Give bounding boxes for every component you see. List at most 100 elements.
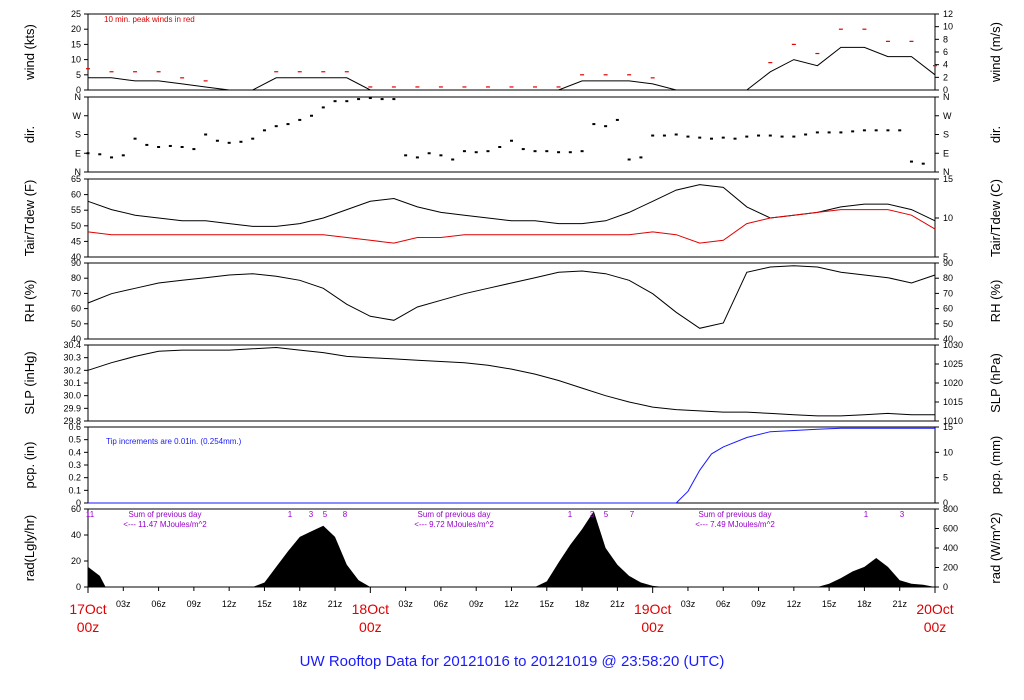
direction-point	[310, 114, 314, 117]
day-label-date: 20Oct	[916, 601, 953, 617]
y-axis-label: Tair/Tdew (F)	[22, 180, 37, 257]
x-tick-label: 09z	[751, 599, 766, 609]
x-tick-label: 09z	[469, 599, 484, 609]
y-tick-label: 30.4	[63, 340, 81, 350]
panel-rh: 40 50 60 70 80 90 40 50 60 70 80 90 RH (%) RH (%)	[22, 258, 1003, 344]
day-label-date: 18Oct	[352, 601, 389, 617]
panel-precip: 0 0.1 0.2 0.3 0.4 0.5 0.6 0 5 10 15 pcp. (in) pcp. (…	[22, 422, 1003, 508]
direction-point	[592, 123, 596, 126]
y-axis-label-right: rad (W/m^2)	[988, 512, 1003, 583]
direction-point	[815, 131, 819, 134]
direction-point	[404, 154, 408, 157]
y-tick-label: 50	[71, 319, 81, 329]
y-axis-label: pcp. (in)	[22, 442, 37, 489]
direction-point	[615, 118, 619, 121]
y-tick-label: 70	[71, 288, 81, 298]
y-tick-label: 0	[76, 85, 81, 95]
day-label-date: 19Oct	[634, 601, 671, 617]
y-axis-label: dir.	[22, 126, 37, 143]
y-right-tick-label: 200	[943, 563, 958, 573]
direction-point	[415, 156, 419, 159]
direction-point	[239, 140, 243, 143]
series-line-tair	[87, 184, 936, 227]
direction-point	[274, 125, 278, 128]
y-right-tick-label: 60	[943, 304, 953, 314]
y-right-tick-label: 15	[943, 174, 953, 184]
y-right-tick-label: 1020	[943, 378, 963, 388]
y-axis-label-right: Tair/Tdew (C)	[988, 179, 1003, 257]
y-right-tick-label: 800	[943, 504, 958, 514]
y-tick-label: 10	[71, 55, 81, 65]
x-tick-label: 21z	[328, 599, 343, 609]
direction-point	[886, 129, 890, 132]
y-right-tick-label: 1010	[943, 416, 963, 426]
direction-point	[533, 150, 537, 153]
y-right-tick-label: N	[943, 167, 950, 177]
y-axis-label: wind (kts)	[22, 24, 37, 81]
x-tick-label: 21z	[610, 599, 625, 609]
direction-point	[709, 137, 713, 140]
hour-mark: 5	[604, 510, 609, 519]
y-right-tick-label: 8	[943, 34, 948, 44]
series-line-slp	[87, 346, 935, 417]
y-right-tick-label: 50	[943, 319, 953, 329]
y-tick-label: 20	[71, 556, 81, 566]
y-tick-label: 90	[71, 258, 81, 268]
x-tick-label: 12z	[222, 599, 237, 609]
direction-point	[357, 98, 361, 101]
x-tick-label: 15z	[257, 599, 272, 609]
direction-point	[121, 154, 125, 157]
y-tick-label: N	[75, 167, 82, 177]
y-right-tick-label: 1030	[943, 340, 963, 350]
daily-sum-value: <--- 11.47 MJoules/m^2	[123, 520, 207, 529]
direction-point	[792, 135, 796, 138]
panel-wind: 0 5 10 15 20 25 0 2 4 6 8 10 12 wind (kts) wind (m/s) 1…	[22, 9, 1003, 95]
y-tick-label: 0.3	[68, 460, 81, 470]
direction-point	[86, 152, 90, 155]
y-right-tick-label: 1015	[943, 397, 963, 407]
y-right-tick-label: 600	[943, 524, 958, 534]
y-axis-label-right: dir.	[988, 126, 1003, 143]
hour-mark: 1	[568, 510, 573, 519]
y-tick-label: 15	[71, 39, 81, 49]
y-right-tick-label: 70	[943, 288, 953, 298]
hour-mark: 1	[864, 510, 869, 519]
y-right-tick-label: 5	[943, 473, 948, 483]
y-right-tick-label: 400	[943, 543, 958, 553]
y-right-tick-label: 10	[943, 213, 953, 223]
y-tick-label: 30.3	[63, 353, 81, 363]
hour-mark: 5	[323, 510, 328, 519]
direction-point	[262, 129, 266, 132]
y-tick-label: 5	[76, 70, 81, 80]
direction-point	[639, 156, 643, 159]
direction-point	[510, 139, 513, 142]
x-tick-label: 15z	[540, 599, 555, 609]
panel-annotation: 10 min. peak winds in red	[104, 15, 195, 24]
direction-point	[745, 135, 749, 138]
y-tick-label: 65	[71, 174, 81, 184]
direction-point	[698, 136, 702, 139]
daily-sum-value: <--- 7.49 MJoules/m^2	[695, 520, 775, 529]
direction-point	[251, 137, 255, 140]
y-right-tick-label: S	[943, 130, 949, 140]
series-line-wind	[88, 46, 936, 91]
y-tick-label: 0.5	[68, 435, 81, 445]
direction-point	[757, 134, 761, 137]
direction-point	[557, 151, 561, 154]
y-tick-label: 40	[71, 530, 81, 540]
series-line-tdew	[87, 209, 936, 244]
y-axis-label-right: SLP (hPa)	[988, 353, 1003, 413]
y-tick-label: 40	[71, 334, 81, 344]
x-tick-label: 06z	[716, 599, 731, 609]
y-right-tick-label: 15	[943, 422, 953, 432]
direction-point	[474, 151, 478, 154]
y-right-tick-label: 40	[943, 334, 953, 344]
direction-point	[215, 139, 219, 142]
y-right-tick-label: 6	[943, 47, 948, 57]
x-tick-label: 21z	[892, 599, 907, 609]
radiation-area	[88, 511, 935, 587]
